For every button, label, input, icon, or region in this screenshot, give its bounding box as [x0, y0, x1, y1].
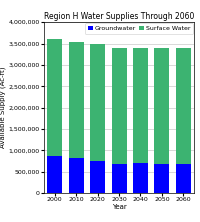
Title: Region H Water Supplies Through 2060: Region H Water Supplies Through 2060 [44, 12, 194, 21]
Legend: Groundwater, Surface Water: Groundwater, Surface Water [85, 24, 193, 34]
Bar [176, 48, 191, 164]
X-axis label: Year: Year [112, 204, 126, 210]
Bar [133, 48, 148, 163]
Bar [90, 161, 105, 193]
Bar [47, 156, 62, 193]
Bar [69, 158, 84, 193]
Bar [154, 48, 169, 164]
Bar [154, 164, 169, 193]
Bar [47, 39, 62, 156]
Bar [176, 164, 191, 193]
Bar [69, 42, 84, 158]
Bar [112, 164, 127, 193]
Bar [90, 44, 105, 161]
Bar [112, 48, 127, 164]
Y-axis label: Available Supply (Ac-ft): Available Supply (Ac-ft) [0, 67, 6, 149]
Bar [133, 163, 148, 193]
